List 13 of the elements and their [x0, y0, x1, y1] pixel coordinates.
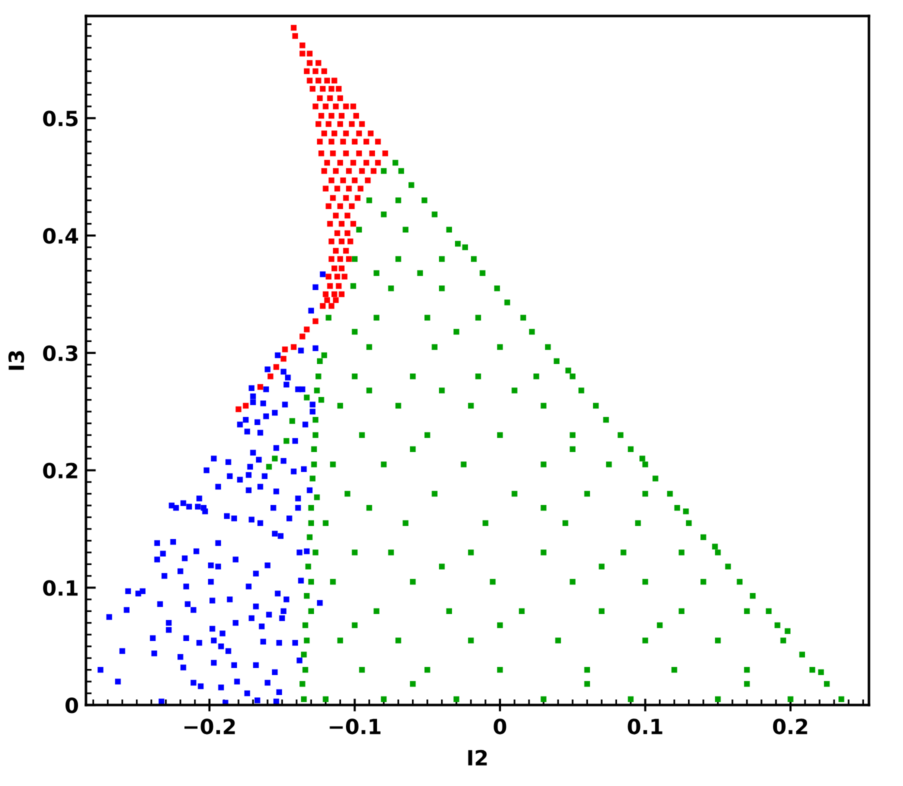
- x-axis-title: I2: [468, 750, 487, 766]
- x-tick-label: 0.2: [773, 718, 808, 734]
- y-axis-title: I3: [8, 351, 24, 370]
- y-tick-label: 0.5: [43, 110, 78, 126]
- y-tick-label: 0.2: [43, 462, 78, 478]
- y-tick-label: 0: [66, 697, 78, 714]
- y-tick-label: 0.1: [43, 580, 78, 596]
- y-tick-label: 0.3: [43, 345, 78, 362]
- x-tick-label: 0.1: [628, 718, 662, 734]
- x-tick-label: −0.1: [330, 718, 380, 734]
- x-tick-label: 0: [494, 718, 506, 734]
- y-tick-label: 0.4: [43, 228, 78, 244]
- x-tick-label: −0.2: [184, 718, 235, 734]
